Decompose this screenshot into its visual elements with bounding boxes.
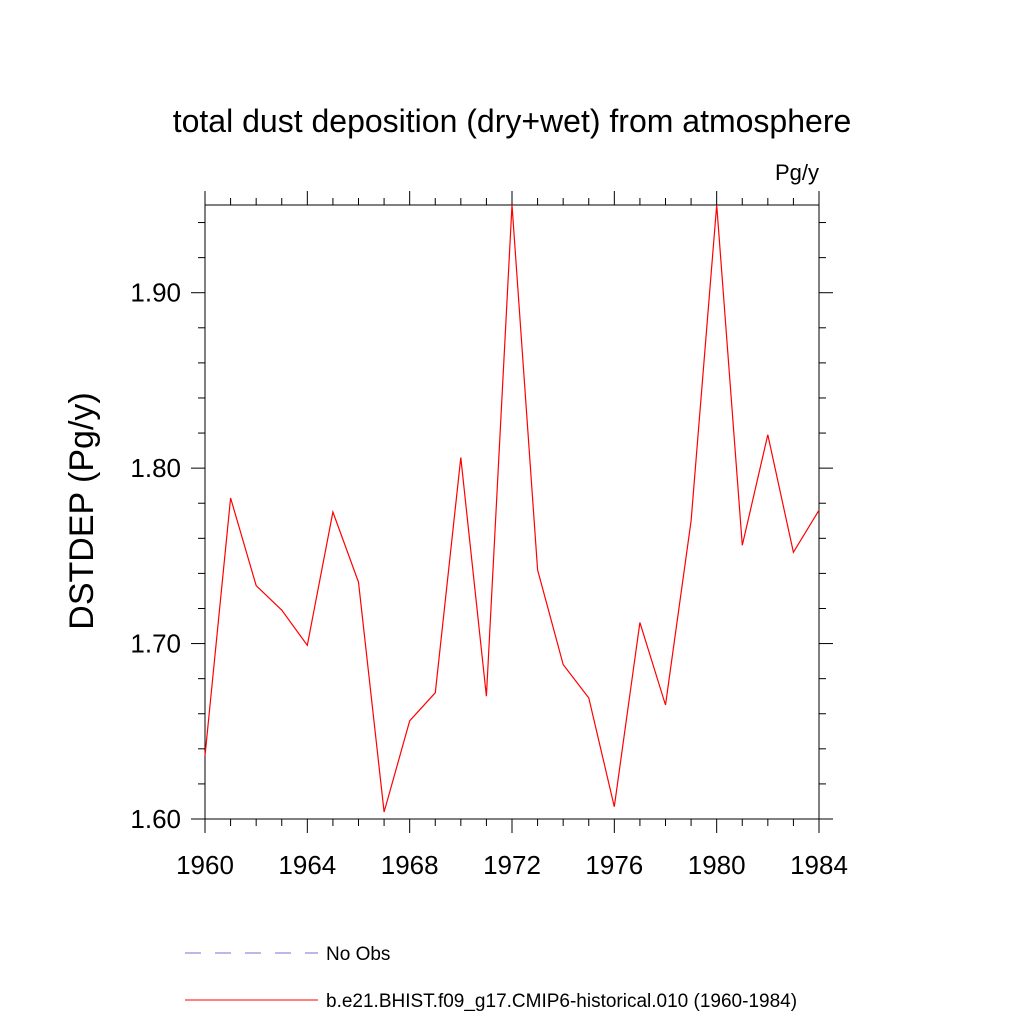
y-tick-label: 1.70 bbox=[130, 629, 181, 659]
tick-labels: 1960 1964 1968 1972 1976 1980 1984 1.60 1.70 1.80… bbox=[130, 278, 848, 880]
chart-title: total dust deposition (dry+wet) from atm… bbox=[173, 103, 852, 139]
legend: No Obs b.e21.BHIST.f09_g17.CMIP6-histori… bbox=[185, 944, 797, 1012]
x-tick-label: 1972 bbox=[483, 850, 541, 880]
x-tick-label: 1964 bbox=[278, 850, 336, 880]
plot-frame bbox=[204, 204, 820, 820]
y-axis-label: DSTDEP (Pg/y) bbox=[63, 392, 101, 629]
series-lines bbox=[204, 204, 820, 813]
axis-ticks bbox=[191, 191, 833, 833]
series-line bbox=[204, 204, 820, 813]
x-tick-label: 1984 bbox=[790, 850, 848, 880]
units-label: Pg/y bbox=[775, 160, 819, 185]
x-tick-label: 1968 bbox=[381, 850, 439, 880]
y-tick-label: 1.80 bbox=[130, 453, 181, 483]
x-tick-label: 1976 bbox=[585, 850, 643, 880]
y-tick-label: 1.90 bbox=[130, 278, 181, 308]
legend-label-no-obs: No Obs bbox=[326, 944, 390, 965]
x-tick-label: 1980 bbox=[688, 850, 746, 880]
legend-label-model-run: b.e21.BHIST.f09_g17.CMIP6-historical.010… bbox=[326, 991, 797, 1012]
y-tick-label: 1.60 bbox=[130, 804, 181, 834]
x-tick-label: 1960 bbox=[176, 850, 234, 880]
